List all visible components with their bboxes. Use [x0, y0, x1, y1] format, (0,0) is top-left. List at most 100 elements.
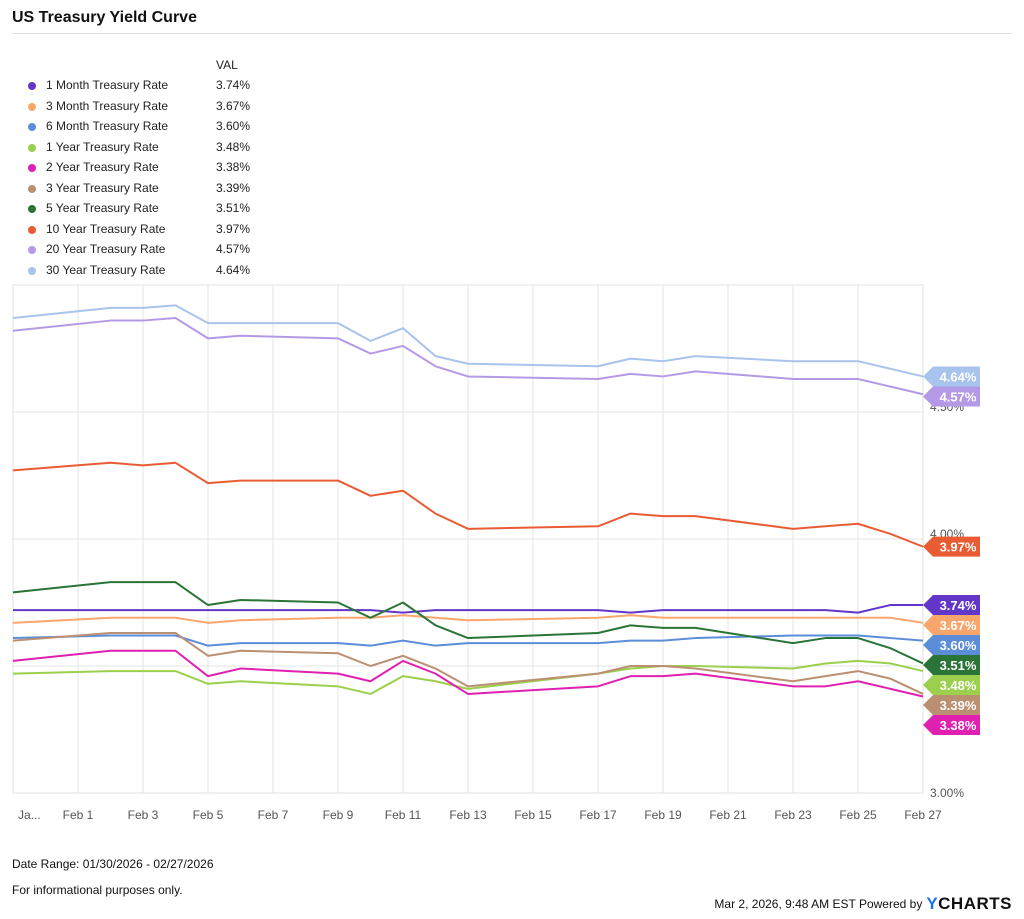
- timestamp: Mar 2, 2026, 9:48 AM EST Powered by: [714, 897, 923, 911]
- end-value-flag: 3.60%: [923, 635, 980, 656]
- series-line: [12, 317, 924, 396]
- flag-shape: [923, 715, 980, 736]
- legend-dot-icon: [28, 102, 36, 111]
- ycharts-logo[interactable]: YCHARTS: [926, 894, 1012, 914]
- end-value-flag: 3.74%: [923, 595, 980, 616]
- legend-value: 4.64%: [216, 262, 251, 277]
- legend-value: 3.74%: [216, 78, 251, 92]
- flag-label: 4.64%: [940, 369, 977, 384]
- flag-label: 3.38%: [940, 718, 977, 733]
- legend-item[interactable]: 1 Month Treasury Rate 3.74%: [28, 78, 258, 94]
- x-tick-label: Feb 25: [839, 808, 877, 822]
- legend-item[interactable]: 5 Year Treasury Rate 3.51%: [28, 201, 258, 217]
- disclaimer: For informational purposes only.: [12, 883, 183, 897]
- flag-label: 3.39%: [940, 698, 977, 713]
- y-tick-label: 3.00%: [930, 786, 964, 800]
- legend-value: 3.60%: [216, 119, 251, 133]
- series-line: [12, 461, 924, 548]
- legend-value: 3.51%: [216, 201, 251, 215]
- series-line: [12, 659, 924, 695]
- flag-shape: [923, 536, 980, 557]
- legend-name: 10 Year Treasury Rate: [46, 221, 166, 236]
- flag-shape: [923, 675, 980, 696]
- legend-name: 2 Year Treasury Rate: [46, 160, 159, 174]
- end-value-flag: 4.64%: [923, 366, 980, 387]
- legend-item[interactable]: 3 Month Treasury Rate 3.67%: [28, 99, 258, 115]
- x-tick-label: Feb 3: [128, 808, 159, 822]
- flag-label: 3.67%: [940, 618, 977, 633]
- legend-name: 30 Year Treasury Rate: [46, 262, 166, 277]
- legend-value: 3.97%: [216, 221, 251, 236]
- x-tick-label: Feb 19: [644, 808, 682, 822]
- legend-dot-icon: [28, 225, 36, 234]
- end-value-flag: 3.67%: [923, 615, 980, 636]
- series-line: [12, 581, 924, 665]
- x-tick-label: Feb 23: [774, 808, 812, 822]
- x-tick-label: Feb 27: [904, 808, 942, 822]
- flag-label: 3.51%: [940, 658, 977, 673]
- legend-value: 3.39%: [216, 180, 251, 195]
- end-value-flag: 3.38%: [923, 715, 980, 736]
- legend-name: 20 Year Treasury Rate: [46, 242, 166, 256]
- x-tick-label: Feb 21: [709, 808, 747, 822]
- chart-title: US Treasury Yield Curve: [12, 9, 197, 26]
- legend-name: 3 Month Treasury Rate: [46, 98, 169, 113]
- legend-dot-icon: [28, 82, 36, 90]
- legend-header: VAL: [216, 58, 238, 72]
- x-tick-label: Feb 13: [449, 808, 487, 822]
- plot-area: [12, 284, 924, 794]
- x-tick-label: Ja...: [18, 808, 41, 822]
- legend-item[interactable]: 10 Year Treasury Rate 3.97%: [28, 222, 258, 238]
- series-line: [12, 631, 924, 695]
- legend-value: 3.38%: [216, 160, 251, 174]
- legend-item[interactable]: 2 Year Treasury Rate 3.38%: [28, 160, 258, 176]
- legend-item[interactable]: 1 Year Treasury Rate 3.48%: [28, 140, 258, 156]
- end-value-flag: 3.48%: [923, 675, 980, 696]
- series-line: [12, 614, 924, 624]
- legend-name: 1 Year Treasury Rate: [46, 139, 159, 154]
- end-value-flag: 3.97%: [923, 536, 980, 557]
- legend-dot-icon: [28, 266, 36, 275]
- legend-name: 6 Month Treasury Rate: [46, 119, 169, 133]
- x-tick-label: Feb 17: [579, 808, 617, 822]
- legend-item[interactable]: 30 Year Treasury Rate 4.64%: [28, 263, 258, 279]
- flag-shape: [923, 635, 980, 656]
- flag-shape: [923, 386, 980, 407]
- flag-shape: [923, 595, 980, 616]
- title-divider: [12, 33, 1012, 34]
- series-line: [13, 604, 923, 614]
- legend-value: 3.48%: [216, 139, 251, 154]
- legend-dot-icon: [28, 143, 36, 152]
- flag-shape: [923, 695, 980, 716]
- end-value-flag: 4.57%: [923, 386, 980, 407]
- legend-name: 5 Year Treasury Rate: [46, 201, 159, 215]
- series-line: [12, 304, 924, 378]
- date-range: Date Range: 01/30/2026 - 02/27/2026: [12, 857, 214, 871]
- legend-dot-icon: [28, 164, 36, 172]
- series-line: [12, 649, 924, 698]
- x-tick-label: Feb 1: [63, 808, 94, 822]
- flag-label: 4.57%: [940, 389, 977, 404]
- x-tick-label: Feb 7: [258, 808, 289, 822]
- logo-y: Y: [926, 894, 939, 913]
- flag-label: 3.60%: [940, 638, 977, 653]
- legend-value: 3.67%: [216, 98, 251, 113]
- legend-name: 3 Year Treasury Rate: [46, 180, 159, 195]
- legend-item[interactable]: 3 Year Treasury Rate 3.39%: [28, 181, 258, 197]
- x-tick-label: Feb 11: [385, 808, 422, 822]
- legend-item[interactable]: 6 Month Treasury Rate 3.60%: [28, 119, 258, 135]
- legend-item[interactable]: 20 Year Treasury Rate 4.57%: [28, 242, 258, 258]
- flag-label: 3.97%: [940, 540, 977, 555]
- end-value-flag: 3.39%: [923, 695, 980, 716]
- legend-value: 4.57%: [216, 242, 251, 256]
- flag-shape: [923, 655, 980, 676]
- legend-dot-icon: [28, 246, 36, 254]
- flag-shape: [923, 366, 980, 387]
- legend-dot-icon: [28, 184, 36, 193]
- legend-name: 1 Month Treasury Rate: [46, 78, 169, 92]
- logo-text: CHARTS: [938, 894, 1012, 913]
- end-value-flag: 3.51%: [923, 655, 980, 676]
- flag-label: 3.74%: [940, 598, 977, 613]
- x-tick-label: Feb 9: [323, 808, 354, 822]
